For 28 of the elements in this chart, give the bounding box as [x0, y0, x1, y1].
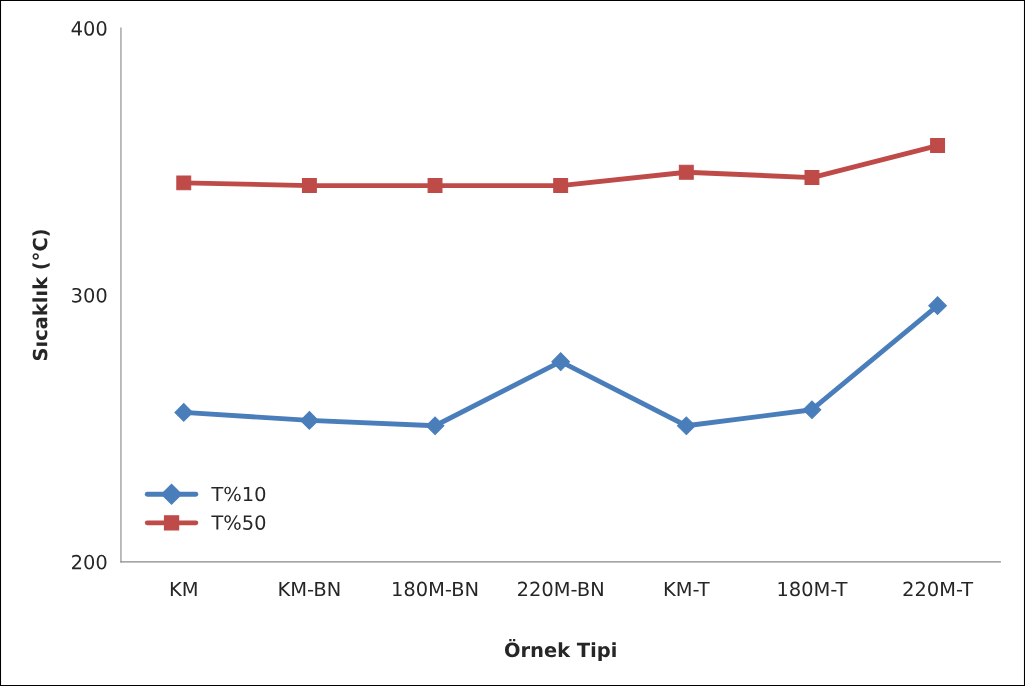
legend-label: T%10 [211, 486, 266, 502]
x-axis-title: Örnek Tipi [504, 638, 616, 662]
x-tick-label: 180M-T [778, 581, 848, 597]
point [930, 138, 946, 154]
point [553, 178, 569, 194]
y-axis-title: Sıcaklık (°C) [32, 230, 50, 361]
point [678, 164, 694, 180]
point [804, 170, 820, 186]
x-tick-label: KM-BN [279, 581, 340, 597]
point [176, 175, 192, 191]
x-tick-label: 220M-BN [518, 581, 603, 597]
point [174, 403, 194, 422]
x-tick-label: KM [170, 581, 197, 597]
point [676, 416, 696, 436]
point [802, 400, 822, 420]
point [427, 178, 443, 194]
x-tick-label: 180M-BN [393, 581, 478, 597]
y-tick-label: 200 [72, 554, 107, 570]
legend-label: T%50 [211, 515, 266, 530]
point [301, 178, 317, 194]
x-tick-label: KM-T [664, 581, 710, 597]
point [425, 416, 445, 436]
point [928, 296, 947, 316]
x-tick-label: 220M-T [903, 581, 974, 597]
point [300, 411, 319, 430]
point [551, 352, 571, 372]
y-tick-label: 400 [71, 21, 107, 36]
y-tick-label: 300 [72, 287, 107, 303]
